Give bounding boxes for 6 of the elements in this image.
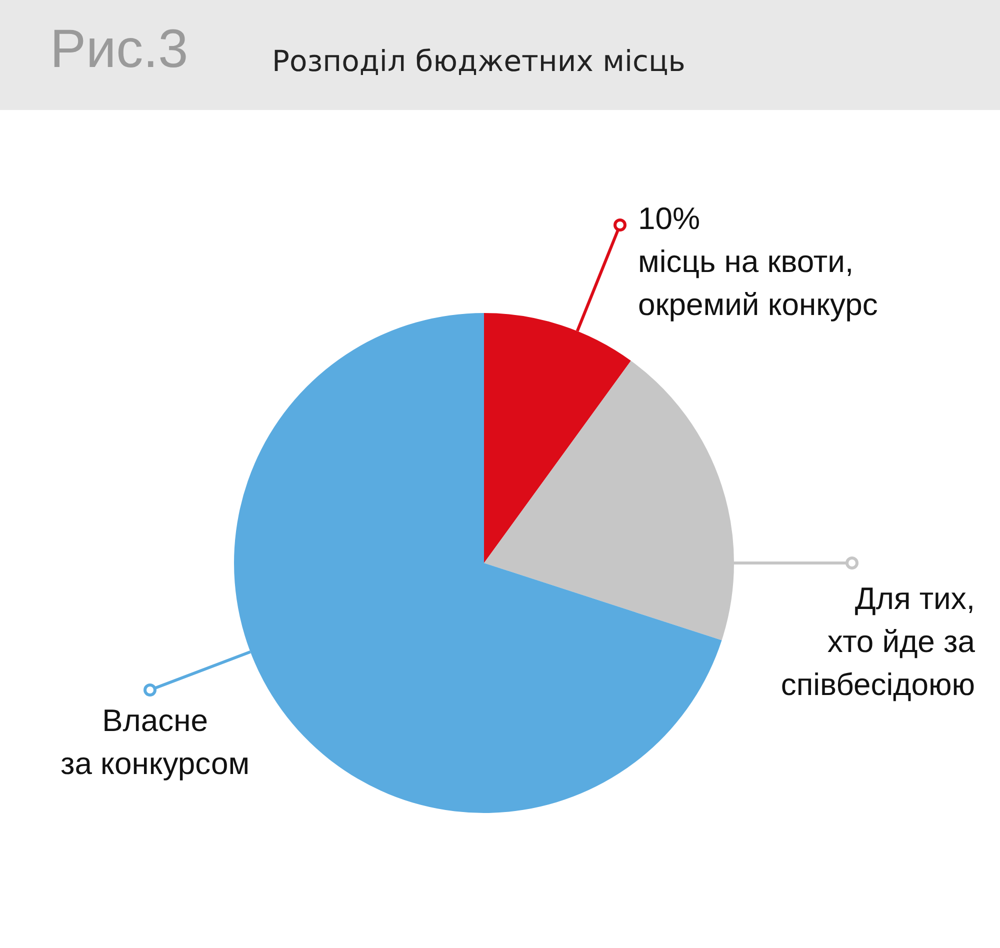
legend-label: Власне за конкурсом <box>60 703 250 782</box>
legend-label: Для тих, хто йде за співбесідоюю <box>780 581 976 702</box>
chart-title: Рис.3 <box>50 18 188 80</box>
data-label: 10% <box>638 201 700 236</box>
legend-label: місць на квоти, окремий конкурс <box>638 244 878 322</box>
chart-subtitle: Розподіл бюджетних місць <box>272 44 686 78</box>
